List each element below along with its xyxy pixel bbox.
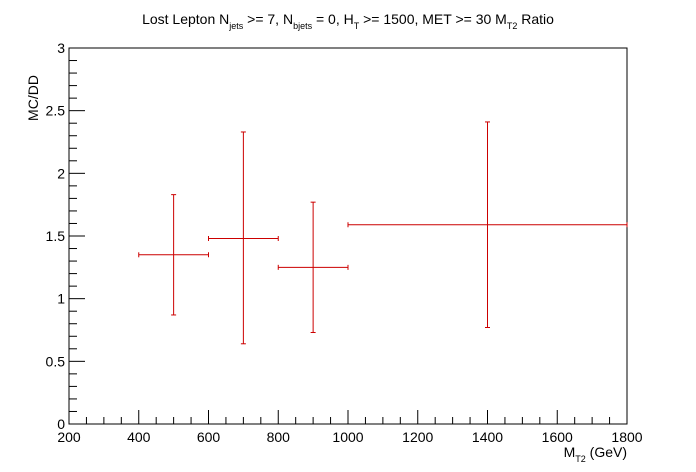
y-axis-title: MC/DD [25, 75, 41, 121]
data-point-1 [138, 194, 209, 316]
x-tick-label: 1400 [472, 429, 503, 445]
title-sub-jets: jets [228, 21, 244, 31]
x-tick-labels: 200 400 600 800 1000 1200 1400 1600 1800 [57, 429, 642, 445]
data-point-4 [347, 121, 628, 328]
x-tick-label: 1800 [611, 429, 642, 445]
title-part-3: = 0, H [312, 11, 354, 27]
x-tick-label: 800 [267, 429, 291, 445]
title-part-1: Lost Lepton N [142, 11, 229, 27]
data-point-2 [208, 131, 279, 345]
y-tick-labels: 0 0.5 1 1.5 2 2.5 3 [46, 40, 66, 432]
x-tick-label: 1600 [542, 429, 573, 445]
title-part-2: >= 7, N [243, 11, 293, 27]
x-tick-label: 200 [57, 429, 81, 445]
title-part-4: >= 1500, MET >= 30 M [359, 11, 507, 27]
title-sub-t2: T2 [507, 21, 518, 31]
title-sub-t: T [354, 21, 360, 31]
y-tick-label: 2 [57, 165, 65, 181]
y-tick-label: 0 [57, 416, 65, 432]
x-tick-label: 1000 [332, 429, 363, 445]
title-sub-bjets: bjets [293, 21, 313, 31]
y-tick-label: 0.5 [46, 353, 66, 369]
data-point-3 [277, 201, 349, 334]
plot-frame [68, 47, 628, 425]
data-points [138, 121, 628, 345]
x-title-main: M [564, 444, 576, 460]
x-axis-title: MT2 (GeV) [564, 444, 627, 464]
chart-title: Lost Lepton Njets >= 7, Nbjets = 0, HT >… [142, 11, 554, 31]
y-tick-label: 1.5 [46, 228, 66, 244]
x-title-unit: (GeV) [586, 444, 627, 460]
x-tick-label: 400 [127, 429, 151, 445]
y-tick-label: 2.5 [46, 103, 66, 119]
axis-ticks [68, 47, 628, 425]
y-tick-label: 3 [57, 40, 65, 56]
title-part-5: Ratio [517, 11, 554, 27]
x-tick-label: 600 [197, 429, 221, 445]
x-tick-label: 1200 [402, 429, 433, 445]
x-title-sub: T2 [575, 454, 586, 464]
y-tick-label: 1 [57, 291, 65, 307]
